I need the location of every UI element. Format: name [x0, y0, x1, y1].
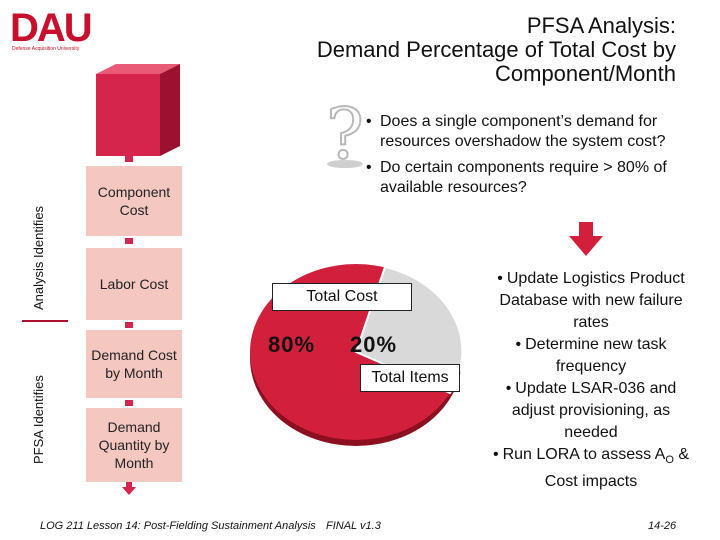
total-cost-label: Total Cost	[272, 283, 412, 311]
action-subscript: O	[665, 454, 674, 467]
question-mark-icon: ?	[325, 100, 365, 170]
flow-box-label: Labor Cost	[99, 276, 169, 292]
question-list: Does a single component’s demand for res…	[366, 112, 696, 204]
side-label-analysis: Analysis Identifies	[31, 205, 46, 310]
logo-text: DAU	[10, 6, 93, 50]
footer-course: LOG 211 Lesson 14: Post-Fielding Sustain…	[40, 520, 316, 532]
logo-subtext: Defense Acquisition University	[12, 46, 80, 52]
flow-box-labor-cost: Labor Cost	[86, 248, 182, 320]
flow-connector	[125, 400, 133, 406]
flow-box-demand-cost: Demand Cost by Month	[86, 330, 182, 398]
action-item: Update Logistics Product Database with n…	[484, 268, 698, 334]
down-arrow-icon	[569, 222, 603, 256]
question-item: Does a single component’s demand for res…	[366, 112, 696, 152]
action-item-text: & Cost impacts	[544, 446, 690, 491]
pie-pct-large: 80%	[268, 332, 316, 357]
footer-page-number: 14-26	[648, 520, 677, 532]
question-item: Do certain components require > 80% of a…	[366, 158, 696, 198]
title-line-2: Demand Percentage of Total Cost by	[316, 37, 676, 62]
flow-box-label: Demand Quantity by Month	[98, 419, 170, 471]
title-line-3: Component/Month	[495, 61, 676, 86]
flow-connector	[125, 156, 133, 162]
action-item-text: Run LORA to assess A	[502, 446, 666, 463]
dau-logo: DAU Defense Acquisition University	[10, 8, 120, 54]
flow-box-label: Component Cost	[97, 184, 171, 218]
action-item: Update LSAR-036 and adjust provisioning,…	[484, 378, 698, 444]
total-items-label: Total Items	[360, 364, 460, 392]
action-item: Run LORA to assess AO & Cost impacts	[484, 444, 698, 493]
title-line-1: PFSA Analysis:	[526, 13, 676, 38]
flow-connector	[125, 238, 133, 244]
down-arrow-icon	[122, 482, 136, 495]
slide-title: PFSA Analysis: Demand Percentage of Tota…	[216, 14, 676, 86]
flow-connector	[125, 322, 133, 328]
side-divider	[22, 320, 68, 322]
footer-version: FINAL v1.3	[326, 520, 381, 532]
action-list: Update Logistics Product Database with n…	[484, 268, 698, 493]
side-label-pfsa: PFSA Identifies	[31, 375, 46, 464]
flow-box-label: Demand Cost by Month	[91, 347, 177, 381]
action-item: Determine new task frequency	[484, 334, 698, 378]
svg-text:?: ?	[326, 100, 364, 170]
flow-box-demand-quantity: Demand Quantity by Month	[86, 408, 182, 482]
flow-box-component-cost: Component Cost	[86, 166, 182, 236]
cube-icon	[96, 64, 180, 156]
pie-pct-small: 20%	[350, 332, 398, 357]
